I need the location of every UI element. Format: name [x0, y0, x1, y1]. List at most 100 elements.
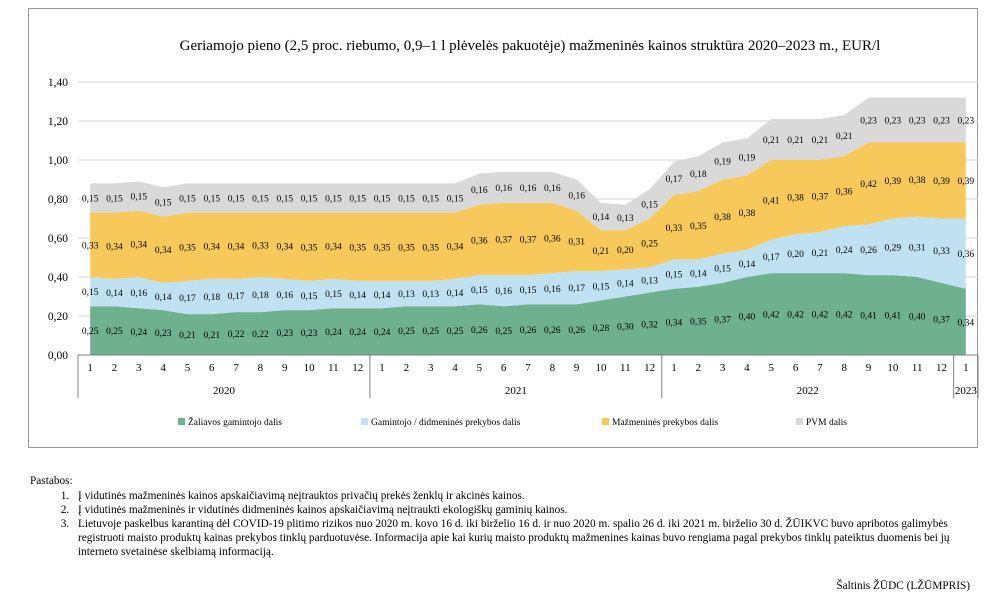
- data-label: 0,13: [641, 276, 658, 286]
- data-label: 0,15: [130, 193, 147, 203]
- data-label: 0,25: [106, 327, 123, 337]
- data-label: 0,34: [666, 318, 683, 328]
- data-label: 0,15: [325, 195, 342, 205]
- data-label: 0,16: [471, 186, 488, 196]
- data-label: 0,31: [568, 237, 585, 247]
- data-label: 0,41: [885, 312, 902, 322]
- data-label: 0,21: [763, 136, 780, 146]
- data-label: 0,15: [301, 292, 318, 302]
- y-tick-label: 0,80: [48, 194, 68, 206]
- y-tick-label: 0,20: [48, 311, 68, 323]
- data-label: 0,35: [422, 243, 439, 253]
- data-label: 0,40: [909, 313, 926, 323]
- data-label: 0,15: [593, 282, 610, 292]
- note-item: Į vidutinės mažmeninės ir vidutinės didm…: [72, 503, 980, 517]
- data-label: 0,34: [958, 318, 975, 328]
- data-label: 0,21: [787, 136, 804, 146]
- data-label: 0,15: [82, 195, 99, 205]
- data-label: 0,37: [520, 235, 537, 245]
- data-label: 0,35: [398, 243, 415, 253]
- data-label: 0,37: [495, 235, 512, 245]
- data-label: 0,30: [617, 322, 634, 332]
- note-item: Lietuvoje paskelbus karantiną dėl COVID-…: [72, 517, 980, 559]
- data-label: 0,26: [860, 246, 877, 256]
- data-label: 0,21: [179, 331, 196, 341]
- data-label: 0,39: [885, 177, 902, 187]
- data-label: 0,16: [130, 289, 147, 299]
- data-label: 0,15: [106, 195, 123, 205]
- data-label: 0,24: [374, 328, 391, 338]
- x-tick-label: 2: [112, 362, 118, 374]
- data-label: 0,33: [933, 247, 950, 257]
- data-label: 0,15: [179, 195, 196, 205]
- data-label: 0,15: [228, 195, 245, 205]
- notes-heading: Pastabos:: [30, 475, 73, 487]
- x-tick-label: 10: [887, 362, 899, 374]
- area-series-2: [90, 216, 966, 315]
- data-label: 0,16: [544, 285, 561, 295]
- data-label: 0,21: [836, 132, 853, 142]
- x-tick-label: 6: [209, 362, 215, 374]
- data-label: 0,23: [958, 117, 975, 127]
- data-label: 0,25: [495, 327, 512, 337]
- data-label: 0,15: [666, 271, 683, 281]
- data-label: 0,16: [568, 192, 585, 202]
- data-label: 0,16: [520, 184, 537, 194]
- data-label: 0,22: [252, 330, 269, 340]
- data-label: 0,26: [568, 326, 585, 336]
- x-tick-label: 10: [595, 362, 607, 374]
- data-label: 0,15: [155, 198, 172, 208]
- data-label: 0,15: [252, 195, 269, 205]
- data-label: 0,14: [617, 279, 634, 289]
- data-label: 0,26: [471, 326, 488, 336]
- notes-section: Pastabos: Į vidutinės mažmeninės kainos …: [30, 474, 980, 559]
- data-label: 0,14: [155, 293, 172, 303]
- data-label: 0,23: [155, 329, 172, 339]
- data-label: 0,28: [593, 324, 610, 334]
- x-tick-label: 12: [936, 362, 947, 374]
- x-tick-label: 7: [525, 362, 531, 374]
- x-tick-label: 8: [550, 362, 556, 374]
- data-label: 0,37: [714, 315, 731, 325]
- data-label: 0,34: [130, 240, 147, 250]
- x-tick-label: 4: [160, 362, 166, 374]
- year-label: 2020: [213, 385, 236, 397]
- data-label: 0,15: [276, 195, 293, 205]
- data-label: 0,38: [739, 209, 756, 219]
- notes-list: Į vidutinės mažmeninės kainos apskaičiav…: [30, 489, 980, 559]
- x-tick-label: 1: [671, 362, 677, 374]
- x-tick-label: 8: [258, 362, 264, 374]
- legend-swatch: [796, 418, 803, 425]
- y-tick-label: 1,40: [48, 77, 68, 89]
- data-label: 0,13: [617, 214, 634, 224]
- data-label: 0,15: [520, 286, 537, 296]
- data-label: 0,26: [520, 326, 537, 336]
- data-label: 0,24: [836, 246, 853, 256]
- data-label: 0,15: [325, 290, 342, 300]
- data-label: 0,24: [325, 328, 342, 338]
- data-label: 0,14: [374, 291, 391, 301]
- x-tick-label: 2: [696, 362, 702, 374]
- data-label: 0,35: [374, 243, 391, 253]
- x-tick-label: 1: [963, 362, 969, 374]
- data-label: 0,21: [812, 136, 829, 146]
- data-label: 0,14: [739, 260, 756, 270]
- data-label: 0,15: [422, 195, 439, 205]
- data-label: 0,36: [958, 250, 975, 260]
- x-tick-label: 3: [136, 362, 142, 374]
- y-tick-label: 1,00: [48, 155, 68, 167]
- x-tick-label: 11: [620, 362, 631, 374]
- x-tick-label: 12: [352, 362, 363, 374]
- data-label: 0,35: [349, 243, 366, 253]
- year-label: 2023: [955, 385, 978, 397]
- x-tick-label: 3: [428, 362, 434, 374]
- data-label: 0,39: [958, 177, 975, 187]
- data-label: 0,17: [568, 284, 585, 294]
- y-tick-label: 0,00: [48, 350, 68, 362]
- data-label: 0,34: [447, 242, 464, 252]
- data-label: 0,15: [82, 288, 99, 298]
- data-label: 0,35: [179, 243, 196, 253]
- data-label: 0,21: [812, 249, 829, 259]
- note-item: Į vidutinės mažmeninės kainos apskaičiav…: [72, 489, 980, 503]
- legend-swatch: [361, 418, 368, 425]
